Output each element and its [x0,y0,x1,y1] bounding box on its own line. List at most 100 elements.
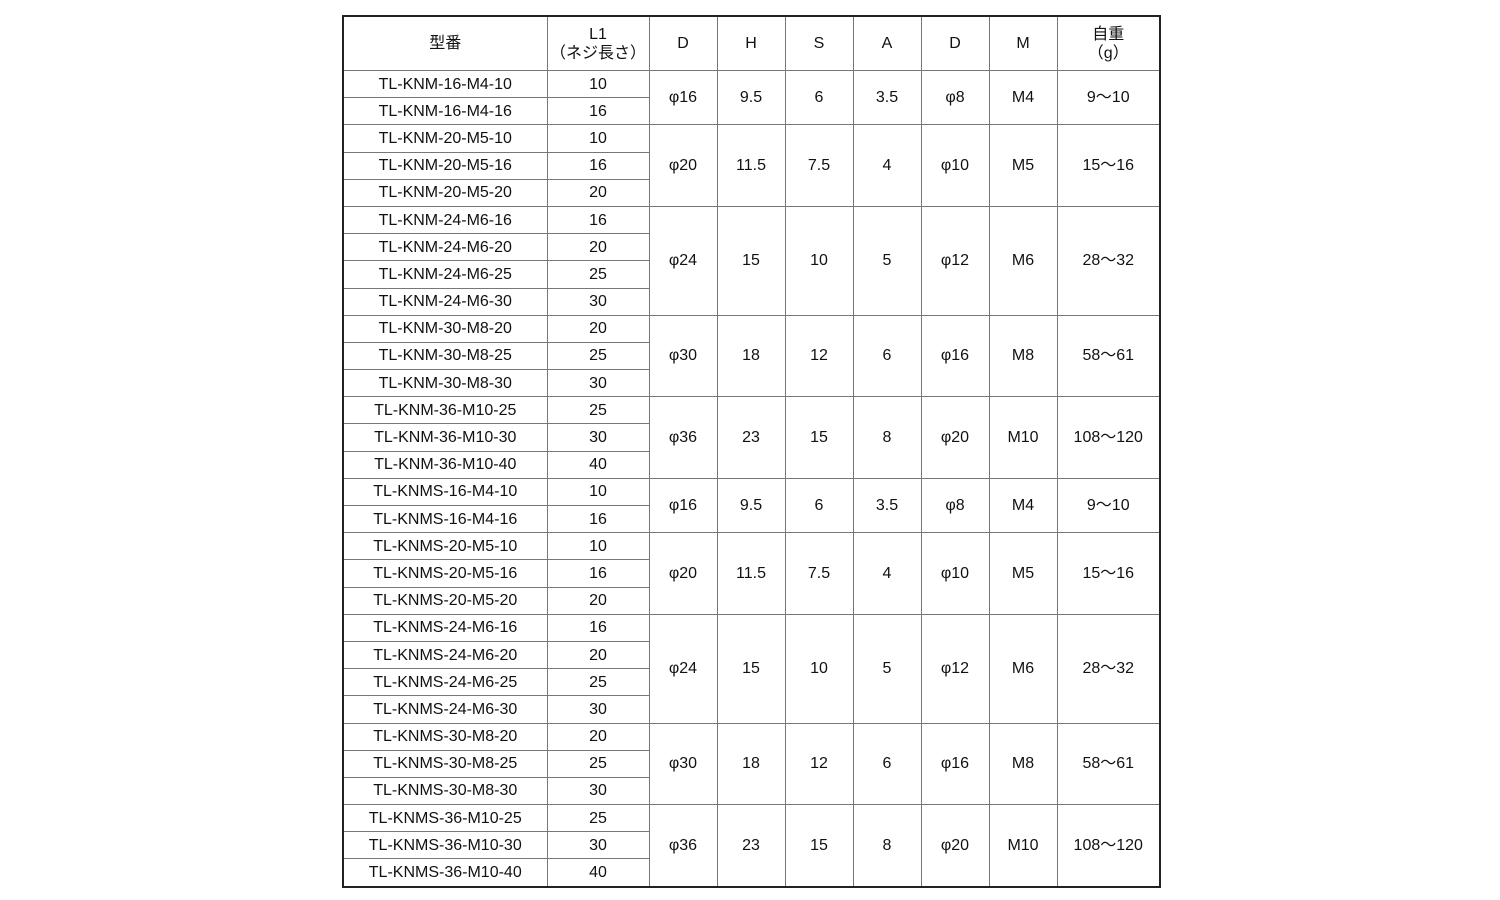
cell-l1: 16 [546,504,650,534]
cell-l1: 20 [546,586,650,615]
cell-s: 15 [784,804,854,888]
cell-d: φ24 [648,613,718,724]
cell-model: TL-KNM-20-M5-10 [342,124,548,153]
cell-l1: 20 [546,314,650,343]
table-row: TL-KNMS-36-M10-40 40 [342,858,1160,888]
header-a: A [852,15,922,71]
cell-weight: 58～61 [1056,722,1161,806]
cell-h: 18 [716,314,786,398]
cell-l1: 20 [546,640,650,670]
cell-l1: 25 [546,668,650,697]
cell-d: φ16 [648,477,718,534]
cell-h: 15 [716,205,786,316]
cell-d2: φ16 [920,314,990,398]
cell-model: TL-KNM-36-M10-40 [342,450,548,479]
cell-model: TL-KNM-20-M5-20 [342,178,548,207]
header-d2: D [920,15,990,71]
cell-d2: φ12 [920,205,990,316]
cell-model: TL-KNMS-24-M6-30 [342,695,548,724]
cell-weight: 9～10 [1056,477,1161,534]
cell-s: 15 [784,396,854,479]
cell-a: 6 [852,722,922,806]
cell-d2: φ10 [920,532,990,615]
table-row: TL-KNMS-30-M8-20 20 φ30 18 12 6 φ16 M8 58～61 [342,722,1161,806]
cell-l1: 20 [546,722,650,751]
header-l1-line1: L1 [589,25,607,43]
header-weight-line1: 自重 [1092,25,1125,43]
table-row: TL-KNM-24-M6-20 20 [342,233,1160,262]
cell-l1: 30 [546,695,650,724]
cell-model: TL-KNMS-30-M8-25 [342,749,548,778]
cell-d2: φ10 [920,124,990,207]
cell-l1: 25 [546,341,650,371]
cell-d: φ36 [648,396,718,479]
cell-model: TL-KNM-30-M8-30 [342,369,548,398]
cell-m: M6 [988,613,1058,724]
cell-l1: 25 [546,260,650,289]
cell-l1: 30 [546,831,650,860]
cell-l1: 25 [546,804,650,833]
cell-weight: 9～10 [1056,69,1161,126]
cell-model: TL-KNM-30-M8-20 [342,314,548,343]
table-row: TL-KNM-20-M5-20 20 [342,178,1160,207]
cell-l1: 16 [546,613,650,642]
cell-d: φ16 [648,69,718,126]
cell-h: 23 [716,396,786,479]
table-row: TL-KNMS-30-M8-25 25 [342,749,1160,778]
cell-d: φ30 [648,722,718,806]
table-row: TL-KNMS-16-M4-10 10 φ16 9.5 6 3.5 φ8 M4 9～10 [342,477,1161,534]
table-row: TL-KNM-24-M6-25 25 [342,260,1160,289]
cell-weight: 15～16 [1056,532,1161,615]
table-row: TL-KNM-24-M6-30 30 [342,287,1160,316]
cell-m: M8 [988,722,1058,806]
cell-l1: 10 [546,477,650,507]
cell-l1: 40 [546,858,650,888]
cell-d: φ36 [648,804,718,888]
table-row: TL-KNMS-20-M5-10 10 φ20 11.5 7.5 4 φ10 M5 15～16 [342,532,1161,615]
cell-model: TL-KNM-24-M6-16 [342,205,548,235]
header-s: S [784,15,854,71]
cell-model: TL-KNMS-36-M10-25 [342,804,548,833]
table-row: TL-KNM-30-M8-30 30 [342,369,1160,398]
cell-model: TL-KNMS-20-M5-10 [342,532,548,561]
cell-d2: φ20 [920,396,990,479]
cell-d2: φ20 [920,804,990,888]
header-weight-line2: （g） [1087,44,1129,62]
cell-d2: φ16 [920,722,990,806]
cell-l1: 25 [546,749,650,778]
cell-m: M10 [988,396,1058,479]
table-row: TL-KNM-16-M4-16 16 [342,97,1160,126]
table-row: TL-KNMS-24-M6-25 25 [342,668,1160,697]
cell-l1: 16 [546,205,650,235]
cell-model: TL-KNM-16-M4-16 [342,97,548,126]
cell-m: M5 [988,532,1058,615]
cell-s: 10 [784,205,854,316]
cell-h: 23 [716,804,786,888]
cell-l1: 30 [546,423,650,452]
cell-l1: 25 [546,396,650,425]
cell-m: M4 [988,477,1058,534]
cell-l1: 10 [546,124,650,153]
table-row: TL-KNM-36-M10-25 25 φ36 23 15 8 φ20 M10 108～120 [342,396,1161,479]
cell-d2: φ8 [920,69,990,126]
cell-model: TL-KNM-24-M6-20 [342,233,548,262]
cell-s: 6 [784,69,854,126]
header-row: 型番 L1 （ネジ長さ） D H S A D M 自重 （g） [342,15,1161,71]
table-row: TL-KNMS-24-M6-20 20 [342,640,1160,670]
header-weight: 自重 （g） [1056,15,1161,71]
cell-model: TL-KNMS-36-M10-30 [342,831,548,860]
header-model: 型番 [342,15,548,71]
table-row: TL-KNM-16-M4-10 10 φ16 9.5 6 3.5 φ8 M4 9～10 [342,69,1161,126]
cell-d: φ20 [648,532,718,615]
cell-model: TL-KNMS-20-M5-16 [342,559,548,588]
cell-s: 12 [784,314,854,398]
header-l1-line2: （ネジ長さ） [549,44,646,62]
cell-l1: 10 [546,532,650,561]
cell-model: TL-KNM-30-M8-25 [342,341,548,371]
cell-m: M8 [988,314,1058,398]
cell-l1: 40 [546,450,650,479]
cell-model: TL-KNMS-16-M4-16 [342,504,548,534]
table-row: TL-KNMS-20-M5-20 20 [342,586,1160,615]
table-row: TL-KNMS-36-M10-30 30 [342,831,1160,860]
header-h: H [716,15,786,71]
